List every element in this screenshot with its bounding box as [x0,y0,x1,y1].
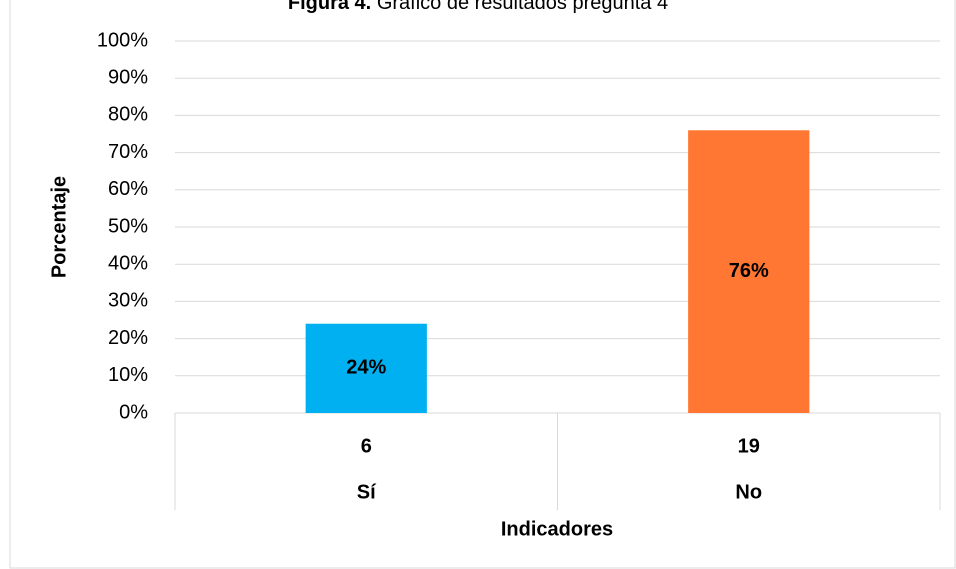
title-text: Gráfico de resultados pregunta 4 [377,0,668,14]
title-label: Figura 4. [288,0,371,14]
count-label: 6 [361,435,372,457]
y-tick-label: 90% [108,66,148,88]
x-tick-label: Sí [357,481,377,503]
y-tick-label: 50% [108,215,148,237]
y-tick-label: 100% [97,29,148,51]
x-axis-label: Indicadores [501,518,613,540]
y-tick-label: 60% [108,178,148,200]
y-tick-label: 20% [108,327,148,349]
bar [305,323,427,413]
y-tick-label: 80% [108,104,148,126]
chart-title: Figura 4. Gráfico de resultados pregunta… [288,0,668,14]
chart-frame [9,0,956,569]
y-tick-label: 10% [108,364,148,386]
data-label: 24% [346,357,386,379]
y-tick-label: 30% [108,290,148,312]
y-tick-label: 40% [108,252,148,274]
y-tick-label: 0% [119,401,148,423]
y-tick-label: 70% [108,141,148,163]
y-axis-label: Porcentaje [48,176,70,278]
count-label: 19 [738,435,760,457]
x-tick-label: No [735,481,762,503]
bar [688,130,810,413]
data-label: 76% [729,260,769,282]
